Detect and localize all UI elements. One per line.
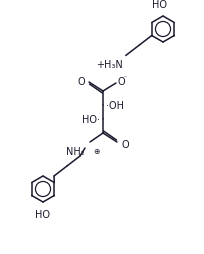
- Text: NH₂: NH₂: [66, 146, 85, 156]
- Text: HO: HO: [153, 0, 167, 10]
- Text: HO: HO: [34, 209, 50, 219]
- Text: +H₃N: +H₃N: [96, 60, 123, 70]
- Text: ⊕: ⊕: [93, 146, 99, 155]
- Text: O: O: [77, 77, 85, 87]
- Text: ·OH: ·OH: [106, 101, 124, 110]
- Text: ⁻: ⁻: [124, 76, 127, 81]
- Text: HO·: HO·: [82, 115, 100, 124]
- Text: O: O: [118, 77, 126, 87]
- Text: O: O: [122, 139, 130, 149]
